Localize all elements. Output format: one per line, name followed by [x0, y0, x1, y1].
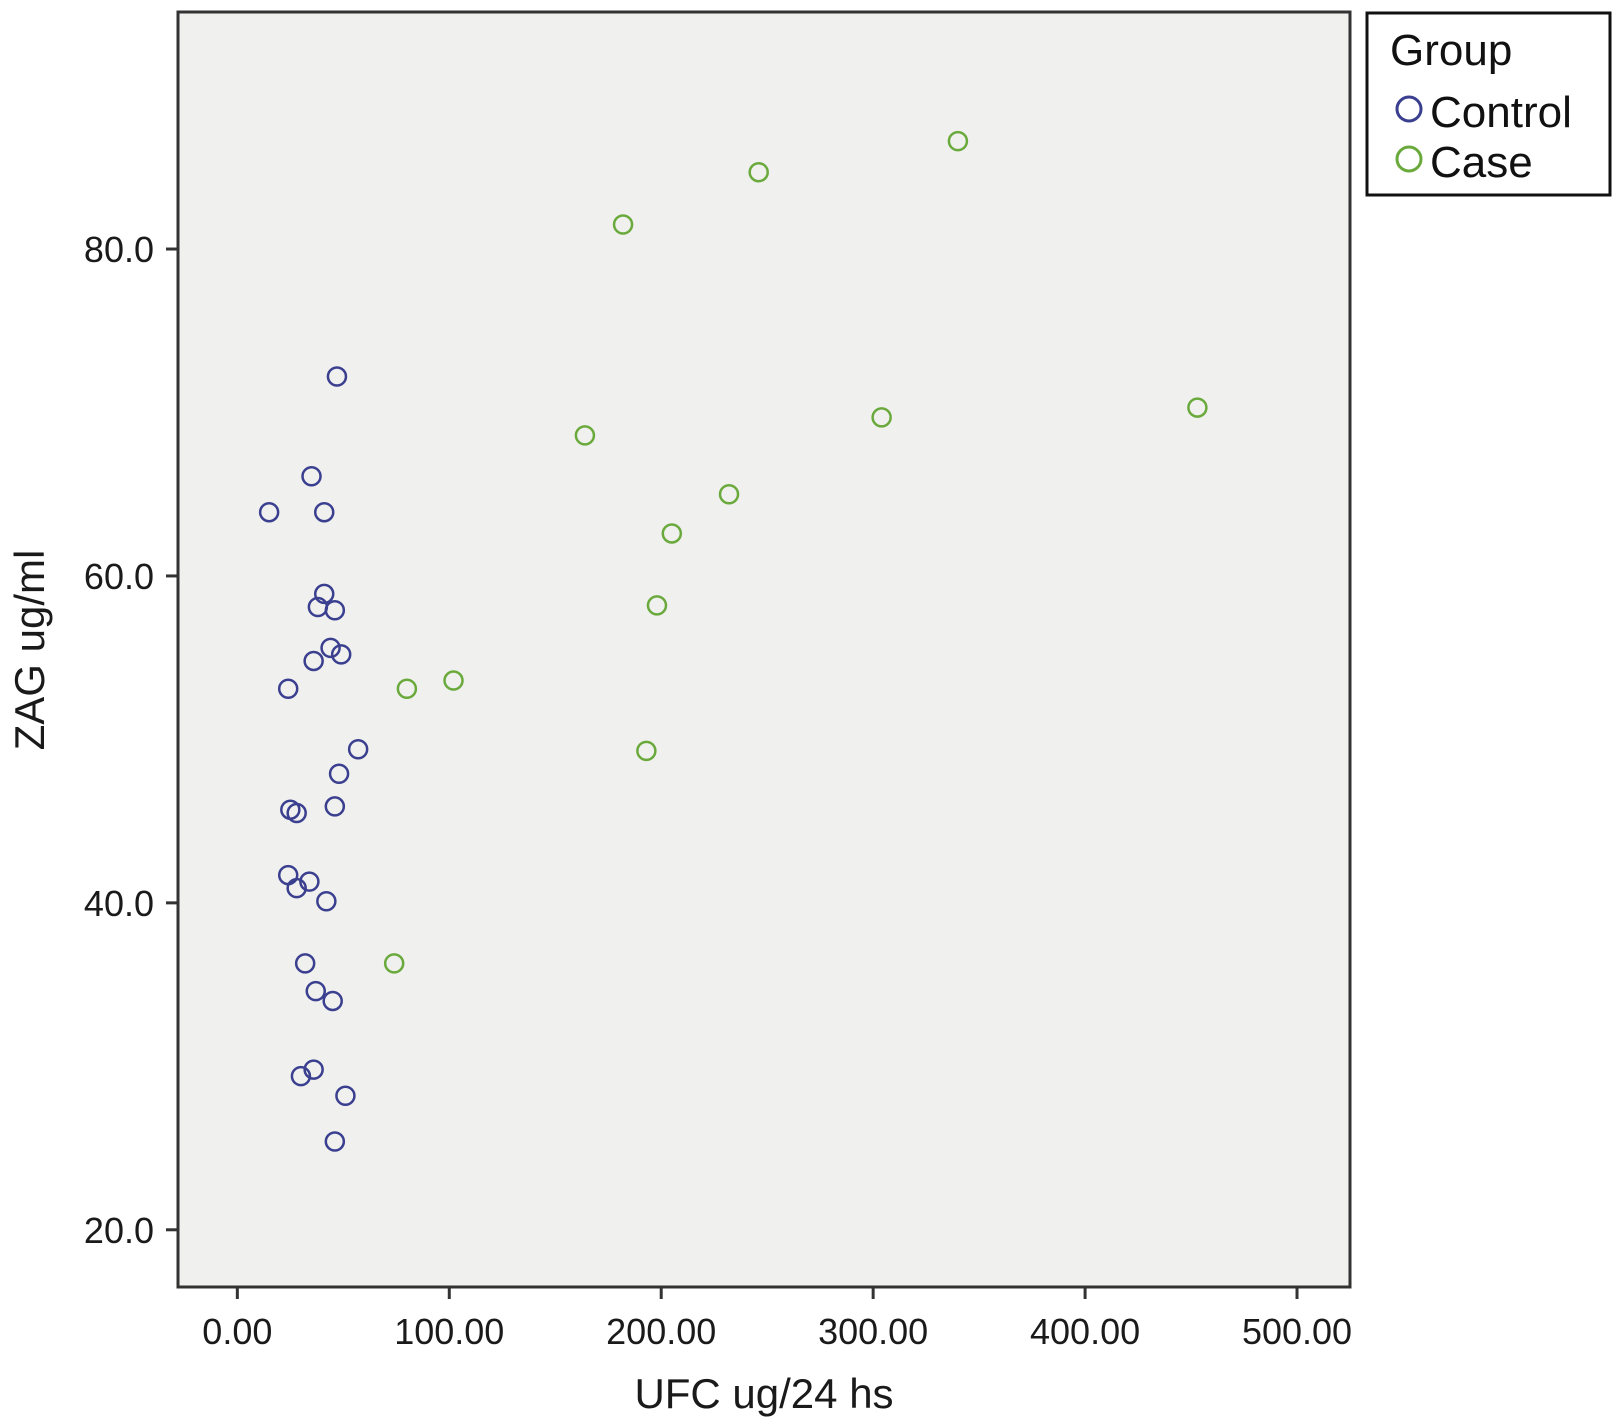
control-point	[299, 871, 320, 892]
control-point	[313, 501, 335, 523]
case-point	[574, 425, 596, 446]
legend-title: Group	[1390, 26, 1512, 75]
legend-box	[1365, 11, 1612, 197]
control-point	[330, 644, 352, 665]
case-point	[718, 483, 740, 505]
control-point	[258, 501, 280, 523]
x-tick-label: 300.00	[818, 1311, 928, 1352]
y-tick-label: 60.0	[84, 556, 154, 597]
control-point	[313, 583, 335, 605]
case-point	[646, 595, 668, 616]
legend-marker-control	[1395, 95, 1423, 123]
control-point	[303, 650, 324, 672]
case-point	[661, 523, 683, 544]
y-tick-label: 80.0	[84, 229, 154, 270]
control-point	[324, 600, 346, 621]
control-point	[324, 1131, 346, 1152]
control-point	[320, 637, 341, 659]
case-point	[396, 678, 418, 699]
case-point	[443, 670, 464, 691]
x-tick-label: 0.00	[202, 1311, 272, 1352]
control-point	[328, 763, 350, 784]
case-point	[947, 130, 969, 152]
y-tick-label: 40.0	[84, 883, 154, 924]
x-tick-label: 200.00	[606, 1311, 716, 1352]
data-points	[258, 130, 1208, 1152]
control-point	[290, 1065, 312, 1087]
plot-area	[176, 10, 1352, 1289]
control-point	[305, 980, 327, 1002]
control-point	[277, 678, 299, 699]
case-point	[1187, 397, 1208, 418]
case-point	[748, 161, 769, 183]
y-tick-label: 20.0	[84, 1210, 154, 1251]
case-point	[871, 407, 892, 428]
control-point	[322, 990, 343, 1012]
control-point	[286, 802, 307, 824]
control-point	[286, 877, 307, 899]
control-point	[303, 1059, 324, 1080]
control-point	[324, 796, 346, 817]
case-point	[636, 740, 657, 762]
control-point	[301, 465, 322, 487]
y-axis: 20.0 40.0 60.0 80.0	[84, 229, 178, 1251]
x-tick-label: 500.00	[1242, 1311, 1352, 1352]
x-tick-label: 100.00	[394, 1311, 504, 1352]
legend-label-control: Control	[1430, 88, 1572, 137]
legend-marker-case	[1395, 145, 1423, 173]
control-point	[347, 738, 369, 760]
control-point	[326, 366, 348, 387]
x-tick-label: 400.00	[1030, 1311, 1140, 1352]
control-point	[316, 890, 337, 912]
y-axis-title: ZAG ug/ml	[6, 550, 53, 751]
case-point	[383, 953, 405, 974]
legend-label-case: Case	[1430, 138, 1533, 187]
control-point	[294, 953, 316, 974]
control-point	[335, 1085, 356, 1106]
x-axis-title: UFC ug/24 hs	[634, 1370, 893, 1417]
x-axis: 0.00 100.00 200.00 300.00 400.00 500.00	[202, 1287, 1352, 1352]
case-point	[612, 214, 634, 235]
